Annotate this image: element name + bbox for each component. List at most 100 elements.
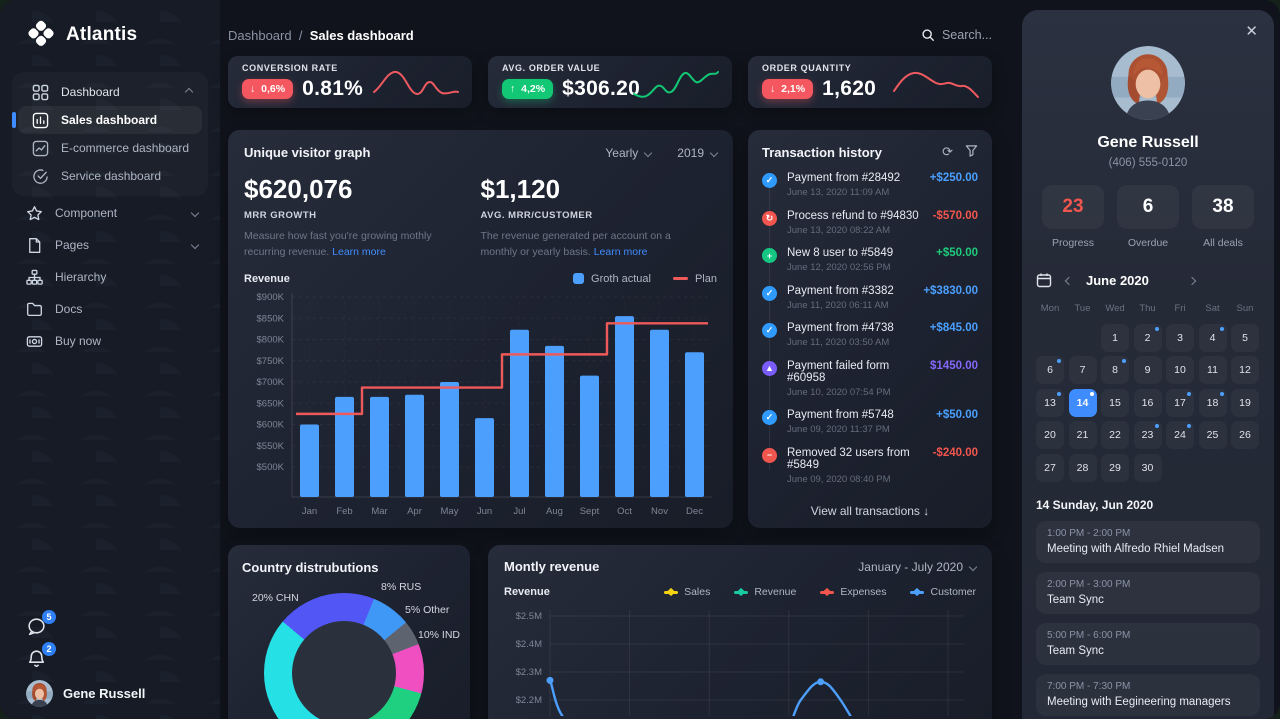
transaction-item[interactable]: ✓ Payment from #4738 June 11, 2020 03:50… [762, 322, 978, 348]
year-select[interactable]: 2019 [677, 146, 719, 160]
sidebar-item-docs[interactable]: Docs [12, 294, 208, 324]
day-name: Wed [1105, 303, 1125, 314]
chat-button[interactable]: 5 [26, 610, 56, 638]
calendar-day-20[interactable]: 20 [1036, 421, 1064, 449]
search-input[interactable]: Search... [921, 28, 992, 42]
calendar-day-6[interactable]: 6 [1036, 356, 1064, 384]
calendar-day-9[interactable]: 9 [1133, 356, 1162, 384]
calendar-day-25[interactable]: 25 [1198, 421, 1227, 449]
profile-panel: ✕ Gene Russell (406) 555-0120 23 Progres… [1022, 10, 1274, 719]
range-select[interactable]: January - July 2020 [858, 560, 978, 574]
calendar-day-12[interactable]: 12 [1231, 356, 1259, 384]
calendar-day-1[interactable]: 1 [1101, 323, 1129, 352]
calendar-day-30[interactable]: 30 [1133, 453, 1162, 482]
calendar-day-8[interactable]: 8 [1101, 356, 1129, 384]
transaction-title: Payment failed form #60958 [787, 359, 890, 384]
schedule-item[interactable]: 5:00 PM - 6:00 PM Team Sync [1036, 622, 1260, 665]
learn-more-link[interactable]: Learn more [332, 245, 386, 258]
kpi-conversion-rate: CONVERSION RATE ↓ 0,6% 0.81% [228, 56, 472, 108]
svg-text:Apr: Apr [407, 506, 422, 517]
sidebar-item-buy-now[interactable]: Buy now [12, 326, 208, 356]
sidebar-item-hierarchy[interactable]: Hierarchy [12, 262, 208, 292]
calendar-day-3[interactable]: 3 [1166, 323, 1194, 352]
calendar-day-24[interactable]: 24 [1166, 421, 1194, 449]
profile-phone: (406) 555-0120 [1108, 157, 1188, 169]
filter-icon[interactable] [965, 144, 978, 157]
transaction-item[interactable]: ✓ Payment from #28492 June 13, 2020 11:0… [762, 172, 978, 198]
schedule-list: 1:00 PM - 2:00 PM Meeting with Alfredo Rh… [1036, 520, 1260, 716]
sidebar-item-ecommerce-dashboard[interactable]: E-commerce dashboard [18, 134, 202, 162]
metric-desc: Measure how fast you're growing mothly r… [244, 230, 432, 258]
calendar-day-13[interactable]: 13 [1036, 388, 1064, 417]
svg-text:Oct: Oct [617, 506, 632, 517]
kpi-label: ORDER QUANTITY [762, 63, 852, 73]
calendar-prev-button[interactable] [1064, 269, 1074, 291]
donut-label-rus: 8% RUS [381, 581, 422, 593]
schedule-item[interactable]: 7:00 PM - 7:30 PM Meeting with Eegineerin… [1036, 673, 1260, 716]
sidebar-user[interactable]: Gene Russell [26, 680, 145, 707]
calendar-day-15[interactable]: 15 [1101, 388, 1129, 417]
calendar-day-28[interactable]: 28 [1068, 453, 1097, 482]
calendar-day-29[interactable]: 29 [1101, 453, 1129, 482]
svg-text:$550K: $550K [257, 440, 285, 451]
monthly-revenue-line-chart: $2.5M $2.4M $2.3M $2.2M [516, 610, 964, 719]
transaction-item[interactable]: ↻ Process refund to #94830 June 13, 2020… [762, 210, 978, 236]
sidebar-item-sales-dashboard[interactable]: Sales dashboard [12, 106, 202, 134]
sidebar-item-label: Hierarchy [55, 270, 107, 284]
schedule-item[interactable]: 1:00 PM - 2:00 PM Meeting with Alfredo Rh… [1036, 520, 1260, 563]
calendar-day-21[interactable]: 21 [1068, 421, 1097, 449]
calendar-day-11[interactable]: 11 [1198, 356, 1227, 384]
calendar-day-23[interactable]: 23 [1133, 421, 1162, 449]
transaction-item[interactable]: − Removed 32 users from #5849 June 09, 2… [762, 447, 978, 485]
sidebar-item-pages[interactable]: Pages [12, 230, 208, 260]
refresh-icon[interactable]: ⟳ [942, 144, 953, 159]
close-icon[interactable]: ✕ [1245, 23, 1258, 40]
sidebar-item-component[interactable]: Component [12, 198, 208, 228]
breadcrumb-current: Sales dashboard [309, 27, 414, 43]
day-name: Sat [1205, 303, 1220, 314]
calendar-day-14[interactable]: 14 [1068, 388, 1097, 417]
calendar-day-10[interactable]: 10 [1166, 356, 1194, 384]
transaction-item[interactable]: ✓ Payment from #3382 June 11, 2020 06:11… [762, 285, 978, 311]
svg-text:Sept: Sept [580, 506, 600, 517]
bar-Oct [615, 315, 634, 497]
check-icon: ✓ [762, 173, 777, 188]
calendar-day-16[interactable]: 16 [1133, 388, 1162, 417]
transaction-item[interactable]: ▲ Payment failed form #60958 June 10, 20… [762, 360, 978, 398]
sidebar-item-service-dashboard[interactable]: Service dashboard [18, 162, 202, 190]
calendar-day-7[interactable]: 7 [1068, 356, 1097, 384]
transaction-date: June 09, 2020 11:37 PM [787, 424, 890, 435]
event-dot [1187, 424, 1191, 428]
event-dot [1154, 326, 1159, 331]
learn-more-link[interactable]: Learn more [593, 245, 648, 258]
calendar-day-4[interactable]: 4 [1198, 323, 1227, 352]
calendar-day-19[interactable]: 19 [1231, 388, 1259, 417]
metric-avg-mrr: $1,120 AVG. MRR/CUSTOMER The revenue gen… [481, 174, 718, 261]
delta-badge: ↑ 4,2% [502, 79, 554, 99]
transaction-item[interactable]: + New 8 user to #5849 June 12, 2020 02:5… [762, 247, 978, 273]
calendar-day-5[interactable]: 5 [1231, 323, 1259, 352]
search-icon [922, 29, 934, 41]
breadcrumb-parent[interactable]: Dashboard [228, 27, 292, 43]
transaction-title: Payment from #28492 [787, 172, 901, 184]
chat-icon [28, 618, 45, 636]
calendar-day-27[interactable]: 27 [1036, 453, 1064, 482]
transaction-date: June 13, 2020 08:22 AM [787, 224, 890, 236]
svg-text:$650K: $650K [257, 398, 285, 409]
calendar-day-26[interactable]: 26 [1231, 421, 1259, 449]
view-all-transactions-button[interactable]: View all transactions ↓ [810, 504, 930, 518]
period-select[interactable]: Yearly [605, 146, 653, 160]
notifications-button[interactable]: 2 [26, 642, 56, 670]
calendar-day-2[interactable]: 2 [1133, 323, 1162, 352]
transaction-title: Payment from #4738 [787, 322, 894, 334]
calendar-day-22[interactable]: 22 [1101, 421, 1129, 449]
calendar-day-18[interactable]: 18 [1198, 388, 1227, 417]
transaction-item[interactable]: ✓ Payment from #5748 June 09, 2020 11:37… [762, 409, 978, 435]
schedule-item[interactable]: 2:00 PM - 3:00 PM Team Sync [1036, 571, 1260, 614]
calendar-next-button[interactable] [1187, 269, 1197, 291]
legend-expenses: Expenses [820, 586, 886, 598]
calendar-day-17[interactable]: 17 [1166, 388, 1194, 417]
sidebar-item-dashboard[interactable]: Dashboard [18, 78, 202, 106]
calendar-empty-cell [1231, 454, 1259, 482]
sidebar-dashboard-group: Dashboard Sales dashboard E-commerce das… [12, 72, 208, 196]
